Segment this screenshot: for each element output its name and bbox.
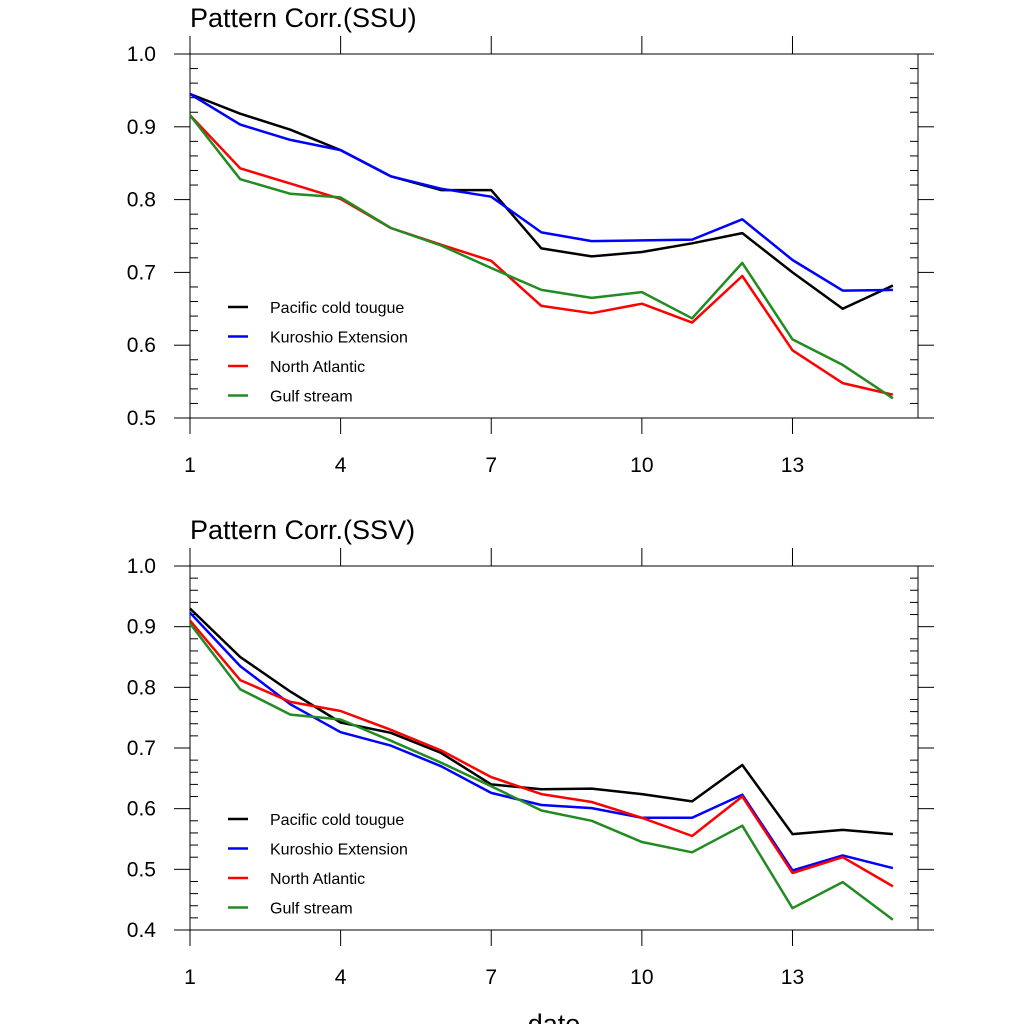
series-line-3 <box>189 114 894 396</box>
legend-label: Kuroshio Extension <box>270 330 408 347</box>
series-line-3 <box>189 619 894 888</box>
x-tick-label: 10 <box>630 966 653 989</box>
legend-label: North Atlantic <box>270 359 365 376</box>
y-tick-label: 0.8 <box>127 676 156 699</box>
legend: Pacific cold tougue Kuroshio Extension Nor… <box>228 812 408 918</box>
legend: Pacific cold tougue Kuroshio Extension Nor… <box>228 300 408 406</box>
legend-label: Pacific cold tougue <box>270 812 404 829</box>
y-tick-label: 0.4 <box>127 919 157 942</box>
y-tick-label: 1.0 <box>127 43 156 66</box>
legend-label: Kuroshio Extension <box>270 842 408 859</box>
y-tick-label: 0.9 <box>127 116 156 139</box>
legend-label: North Atlantic <box>270 871 365 888</box>
legend-label: Gulf stream <box>270 901 353 918</box>
series-line-1 <box>189 607 894 836</box>
y-tick-label: 0.5 <box>127 407 156 430</box>
y-tick-label: 0.6 <box>127 334 156 357</box>
y-tick-label: 0.5 <box>127 858 156 881</box>
y-tick-label: 0.7 <box>127 737 156 760</box>
series-line-1 <box>189 92 894 311</box>
x-tick-label: 4 <box>335 966 347 989</box>
series-line-2 <box>189 611 894 872</box>
y-tick-label: 0.9 <box>127 616 156 639</box>
legend-label: Gulf stream <box>270 389 353 406</box>
legend-label: Pacific cold tougue <box>270 300 404 317</box>
y-tick-label: 0.6 <box>127 798 156 821</box>
x-tick-label: 7 <box>485 454 497 477</box>
x-tick-label: 13 <box>781 966 804 989</box>
series-line-2 <box>189 92 893 292</box>
chart-title: Pattern Corr.(SSU) <box>190 3 417 33</box>
chart-panel-2: Pattern Corr.(SSV) 0.4 0.5 0.6 0.7 0.8 0.9 1.0 1… <box>127 515 934 1024</box>
y-tick-label: 0.7 <box>127 261 156 284</box>
y-tick-label: 0.8 <box>127 189 156 212</box>
plot-frame <box>189 53 919 419</box>
x-tick-label: 1 <box>184 966 196 989</box>
y-tick-label: 1.0 <box>127 555 156 578</box>
chart-panel-1: Pattern Corr.(SSU) 0.5 0.6 0.7 0.8 0.9 1.0 1 4 7 1… <box>127 3 934 477</box>
series-line-4 <box>189 114 894 400</box>
x-tick-label: 1 <box>184 454 196 477</box>
x-axis-label: date <box>528 1009 581 1024</box>
chart-title: Pattern Corr.(SSV) <box>190 515 415 545</box>
x-tick-label: 4 <box>335 454 347 477</box>
x-tick-label: 13 <box>781 454 804 477</box>
x-tick-label: 7 <box>485 966 497 989</box>
series-line-4 <box>189 622 894 921</box>
x-tick-label: 10 <box>630 454 653 477</box>
